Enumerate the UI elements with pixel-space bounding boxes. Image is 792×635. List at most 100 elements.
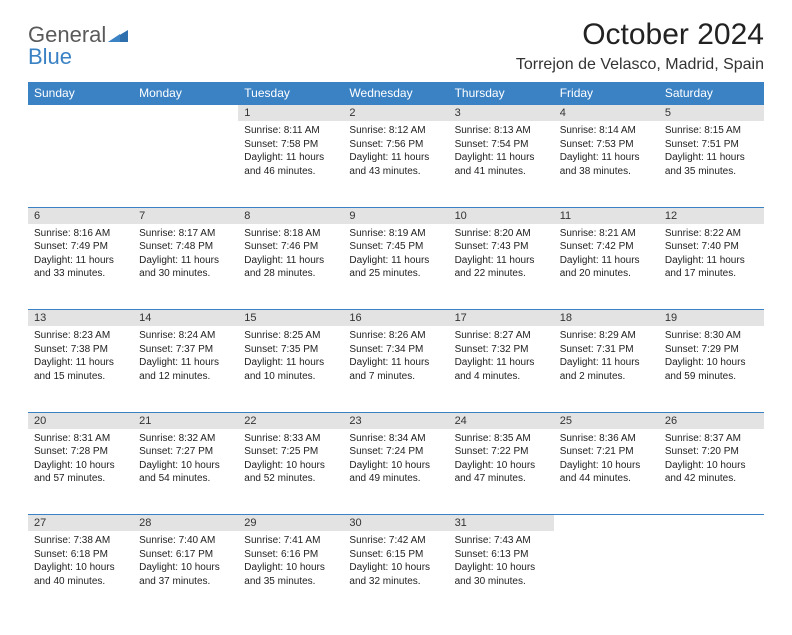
- triangle-icon: [108, 24, 128, 46]
- daylight-text: Daylight: 11 hours and 17 minutes.: [665, 254, 758, 281]
- sunrise-text: Sunrise: 8:29 AM: [560, 329, 653, 343]
- daylight-text: Daylight: 10 hours and 42 minutes.: [665, 459, 758, 486]
- day-number-cell: 4: [554, 105, 659, 122]
- day-body-cell: Sunrise: 8:21 AMSunset: 7:42 PMDaylight:…: [554, 224, 659, 310]
- sunset-text: Sunset: 7:48 PM: [139, 240, 232, 254]
- sunset-text: Sunset: 7:32 PM: [455, 343, 548, 357]
- day-header: Saturday: [659, 82, 764, 105]
- day-body-cell: Sunrise: 8:12 AMSunset: 7:56 PMDaylight:…: [343, 121, 448, 207]
- sunrise-text: Sunrise: 8:24 AM: [139, 329, 232, 343]
- sunrise-text: Sunrise: 8:22 AM: [665, 227, 758, 241]
- day-number-cell: 29: [238, 515, 343, 532]
- sunrise-text: Sunrise: 8:35 AM: [455, 432, 548, 446]
- sunrise-text: Sunrise: 8:27 AM: [455, 329, 548, 343]
- week-daynum-row: 6789101112: [28, 207, 764, 224]
- daylight-text: Daylight: 10 hours and 49 minutes.: [349, 459, 442, 486]
- sunrise-text: Sunrise: 8:13 AM: [455, 124, 548, 138]
- week-body-row: Sunrise: 8:16 AMSunset: 7:49 PMDaylight:…: [28, 224, 764, 310]
- day-body-cell: Sunrise: 8:19 AMSunset: 7:45 PMDaylight:…: [343, 224, 448, 310]
- page-header: GeneralBlue October 2024 Torrejon de Vel…: [28, 18, 764, 74]
- daylight-text: Daylight: 11 hours and 46 minutes.: [244, 151, 337, 178]
- day-number-cell: 2: [343, 105, 448, 122]
- day-number-cell: 18: [554, 310, 659, 327]
- day-body-cell: Sunrise: 8:17 AMSunset: 7:48 PMDaylight:…: [133, 224, 238, 310]
- daylight-text: Daylight: 11 hours and 20 minutes.: [560, 254, 653, 281]
- title-block: October 2024 Torrejon de Velasco, Madrid…: [516, 18, 764, 74]
- day-number-cell: 20: [28, 412, 133, 429]
- sunrise-text: Sunrise: 8:20 AM: [455, 227, 548, 241]
- sunset-text: Sunset: 7:31 PM: [560, 343, 653, 357]
- day-body-cell: Sunrise: 8:15 AMSunset: 7:51 PMDaylight:…: [659, 121, 764, 207]
- sunrise-text: Sunrise: 7:43 AM: [455, 534, 548, 548]
- day-number-cell: 15: [238, 310, 343, 327]
- day-number-cell: 26: [659, 412, 764, 429]
- empty-body-cell: [28, 121, 133, 207]
- day-body-cell: Sunrise: 7:41 AMSunset: 6:16 PMDaylight:…: [238, 531, 343, 617]
- day-number-cell: 27: [28, 515, 133, 532]
- day-body-cell: Sunrise: 7:38 AMSunset: 6:18 PMDaylight:…: [28, 531, 133, 617]
- sunset-text: Sunset: 7:54 PM: [455, 138, 548, 152]
- day-body-cell: Sunrise: 8:22 AMSunset: 7:40 PMDaylight:…: [659, 224, 764, 310]
- sunset-text: Sunset: 7:46 PM: [244, 240, 337, 254]
- day-body-cell: Sunrise: 8:13 AMSunset: 7:54 PMDaylight:…: [449, 121, 554, 207]
- sunrise-text: Sunrise: 8:15 AM: [665, 124, 758, 138]
- day-body-cell: Sunrise: 8:11 AMSunset: 7:58 PMDaylight:…: [238, 121, 343, 207]
- month-title: October 2024: [516, 18, 764, 52]
- sunrise-text: Sunrise: 8:18 AM: [244, 227, 337, 241]
- day-body-cell: Sunrise: 8:29 AMSunset: 7:31 PMDaylight:…: [554, 326, 659, 412]
- day-body-cell: Sunrise: 8:18 AMSunset: 7:46 PMDaylight:…: [238, 224, 343, 310]
- day-number-cell: 12: [659, 207, 764, 224]
- day-number-cell: 31: [449, 515, 554, 532]
- day-body-cell: Sunrise: 8:16 AMSunset: 7:49 PMDaylight:…: [28, 224, 133, 310]
- daylight-text: Daylight: 10 hours and 57 minutes.: [34, 459, 127, 486]
- sunset-text: Sunset: 7:35 PM: [244, 343, 337, 357]
- daylight-text: Daylight: 11 hours and 25 minutes.: [349, 254, 442, 281]
- sunset-text: Sunset: 7:45 PM: [349, 240, 442, 254]
- sunset-text: Sunset: 7:42 PM: [560, 240, 653, 254]
- day-body-cell: Sunrise: 7:43 AMSunset: 6:13 PMDaylight:…: [449, 531, 554, 617]
- day-body-cell: Sunrise: 8:33 AMSunset: 7:25 PMDaylight:…: [238, 429, 343, 515]
- day-number-cell: 5: [659, 105, 764, 122]
- sunrise-text: Sunrise: 8:14 AM: [560, 124, 653, 138]
- sunset-text: Sunset: 6:16 PM: [244, 548, 337, 562]
- sunset-text: Sunset: 7:20 PM: [665, 445, 758, 459]
- day-number-cell: 30: [343, 515, 448, 532]
- week-body-row: Sunrise: 8:23 AMSunset: 7:38 PMDaylight:…: [28, 326, 764, 412]
- sunset-text: Sunset: 6:13 PM: [455, 548, 548, 562]
- sunset-text: Sunset: 7:37 PM: [139, 343, 232, 357]
- sunset-text: Sunset: 6:18 PM: [34, 548, 127, 562]
- daylight-text: Daylight: 10 hours and 44 minutes.: [560, 459, 653, 486]
- week-daynum-row: 13141516171819: [28, 310, 764, 327]
- daylight-text: Daylight: 10 hours and 40 minutes.: [34, 561, 127, 588]
- sunrise-text: Sunrise: 7:40 AM: [139, 534, 232, 548]
- sunrise-text: Sunrise: 8:12 AM: [349, 124, 442, 138]
- sunset-text: Sunset: 7:22 PM: [455, 445, 548, 459]
- daylight-text: Daylight: 11 hours and 28 minutes.: [244, 254, 337, 281]
- week-daynum-row: 2728293031: [28, 515, 764, 532]
- daylight-text: Daylight: 11 hours and 33 minutes.: [34, 254, 127, 281]
- sunset-text: Sunset: 7:56 PM: [349, 138, 442, 152]
- daylight-text: Daylight: 10 hours and 47 minutes.: [455, 459, 548, 486]
- daylight-text: Daylight: 11 hours and 35 minutes.: [665, 151, 758, 178]
- sunrise-text: Sunrise: 8:34 AM: [349, 432, 442, 446]
- day-header: Wednesday: [343, 82, 448, 105]
- day-header: Sunday: [28, 82, 133, 105]
- day-body-cell: Sunrise: 8:24 AMSunset: 7:37 PMDaylight:…: [133, 326, 238, 412]
- calendar-table: SundayMondayTuesdayWednesdayThursdayFrid…: [28, 82, 764, 617]
- sunset-text: Sunset: 7:27 PM: [139, 445, 232, 459]
- day-body-cell: Sunrise: 8:26 AMSunset: 7:34 PMDaylight:…: [343, 326, 448, 412]
- sunrise-text: Sunrise: 8:11 AM: [244, 124, 337, 138]
- sunset-text: Sunset: 7:51 PM: [665, 138, 758, 152]
- day-body-cell: Sunrise: 8:34 AMSunset: 7:24 PMDaylight:…: [343, 429, 448, 515]
- empty-body-cell: [659, 531, 764, 617]
- day-number-cell: 7: [133, 207, 238, 224]
- sunset-text: Sunset: 7:49 PM: [34, 240, 127, 254]
- sunset-text: Sunset: 7:25 PM: [244, 445, 337, 459]
- day-header-row: SundayMondayTuesdayWednesdayThursdayFrid…: [28, 82, 764, 105]
- daylight-text: Daylight: 10 hours and 30 minutes.: [455, 561, 548, 588]
- sunrise-text: Sunrise: 8:36 AM: [560, 432, 653, 446]
- week-body-row: Sunrise: 7:38 AMSunset: 6:18 PMDaylight:…: [28, 531, 764, 617]
- sunset-text: Sunset: 7:43 PM: [455, 240, 548, 254]
- day-number-cell: 6: [28, 207, 133, 224]
- daylight-text: Daylight: 11 hours and 12 minutes.: [139, 356, 232, 383]
